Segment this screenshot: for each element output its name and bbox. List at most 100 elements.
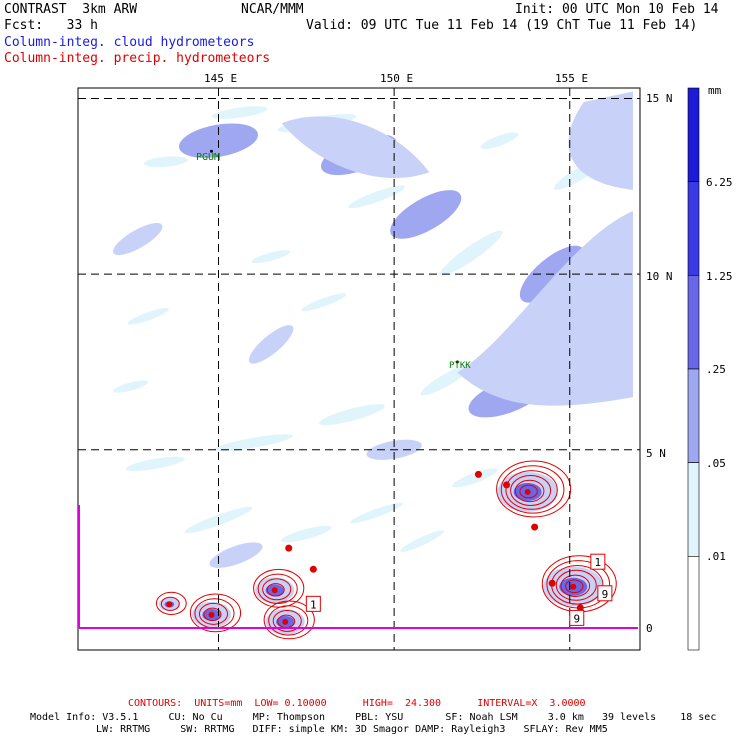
lat-tick-label: 10 N [646, 270, 673, 283]
valid-time: Valid: 09 UTC Tue 11 Feb 14 (19 ChT Tue … [306, 18, 698, 33]
colorbar-label: .01 [706, 550, 726, 563]
contour-info: CONTOURS: UNITS=mm LOW= 0.10000 HIGH= 24… [128, 698, 586, 709]
contour-label: 9 [573, 612, 580, 625]
cloud-region [390, 190, 462, 239]
precip-cell-dot [474, 470, 482, 478]
precip-cell-dot [548, 579, 556, 587]
precip-contour [560, 574, 591, 597]
cloud-wisp [113, 380, 149, 393]
cloud-mass [568, 91, 633, 190]
contour-label-box [305, 595, 321, 612]
contour-label-box [590, 553, 606, 570]
cloud-wisp [348, 185, 405, 209]
cloud-wisp [125, 456, 185, 472]
cloud-wisp [452, 468, 498, 488]
cloud-layer [113, 91, 633, 568]
contour-label-box [597, 585, 613, 602]
lat-lon-grid [78, 88, 640, 650]
colorbar-label: .05 [706, 457, 726, 470]
precip-contour [203, 607, 222, 622]
colorbar-label: 1.25 [706, 270, 733, 283]
model-info-line1: Model Info: V3.5.1 CU: No Cu MP: Thompso… [30, 712, 717, 723]
cloud-wisp [480, 132, 519, 149]
model-title: CONTRAST 3km ARW [4, 2, 138, 17]
cloud-mass [457, 210, 633, 406]
cloud-wisp [319, 404, 385, 426]
field2-label: Column-integ. precip. hydrometeors [4, 51, 271, 66]
precip-core [271, 587, 278, 594]
contour-label-layer: 1 1 9 9 [305, 553, 613, 626]
precip-cell-dot [531, 523, 539, 531]
model-info-line2: LW: RRTMG SW: RRTMG DIFF: simple KM: 3D … [96, 724, 608, 735]
precip-contour [272, 609, 302, 632]
lon-tick-label: 150 E [380, 72, 414, 85]
precip-contour [500, 465, 565, 514]
contour-label: 1 [595, 556, 602, 569]
precip-contour [510, 474, 552, 506]
colorbar-swatch [687, 462, 700, 557]
precip-contour [155, 591, 187, 615]
colorbar-swatch [687, 368, 700, 463]
contour-label: 1 [310, 598, 317, 611]
colorbar-label: .25 [706, 363, 726, 376]
precip-core [570, 583, 577, 590]
precip-core [524, 488, 531, 495]
cloud-wisp [440, 230, 503, 276]
precip-cell-dot [576, 604, 584, 612]
cloud-wisp [143, 156, 188, 168]
station-label-pgum: PGUM [196, 152, 221, 163]
station-label-ptkk: PTKK [449, 361, 471, 371]
colorbar-label: 6.25 [706, 176, 733, 189]
precip-contour [266, 583, 285, 597]
cloud-wisp [400, 530, 445, 552]
station-layer [209, 149, 459, 364]
cloud-region [209, 542, 263, 568]
precip-cell-dot [309, 565, 317, 573]
precip-contour [263, 600, 315, 640]
colorbar-swatch [687, 275, 700, 370]
cloud-region [113, 223, 163, 256]
precip-contour [198, 602, 229, 625]
lon-tick-label: 155 E [555, 72, 589, 85]
cloud-wisp [251, 250, 291, 264]
cloud-wisp [214, 434, 294, 452]
contour-label-box [569, 609, 585, 626]
colorbar [687, 87, 700, 651]
precip-contour [189, 593, 242, 633]
cloud-wisp [211, 106, 268, 119]
station-marker [209, 149, 213, 153]
cloud-wisp [281, 525, 332, 543]
precip-cell-dot [503, 481, 511, 489]
precip-contour [496, 460, 572, 518]
lon-tick-label: 145 E [204, 72, 238, 85]
colorbar-swatch [687, 87, 700, 182]
lat-tick-label: 15 N [646, 92, 673, 105]
cloud-wisp [350, 502, 403, 524]
precip-contour [160, 596, 180, 611]
cloud-wisp [301, 293, 347, 312]
precip-contour [268, 605, 309, 636]
precip-core [166, 601, 173, 608]
center-title: NCAR/MMM [241, 2, 304, 17]
field1-label: Column-integ. cloud hydrometeors [4, 35, 255, 50]
lat-tick-label: 0 [646, 622, 653, 635]
colorbar-swatch [687, 181, 700, 276]
colorbar-units: mm [708, 84, 722, 97]
cloud-mass [281, 116, 430, 179]
precip-contour [555, 569, 597, 601]
precip-contour [565, 579, 584, 594]
cloud-region [248, 325, 294, 364]
colorbar-swatch [687, 556, 700, 651]
cloud-wisp [127, 307, 169, 325]
contour-label: 9 [602, 588, 609, 601]
precip-contour [519, 484, 538, 499]
lat-tick-label: 5 N [646, 447, 666, 460]
init-time: Init: 00 UTC Mon 10 Feb 14 [515, 2, 719, 17]
precip-contour [514, 479, 545, 503]
precip-core [208, 611, 215, 618]
precip-cell-dot [285, 544, 293, 552]
map-frame [77, 87, 641, 651]
station-marker [455, 360, 459, 364]
precip-contour [505, 470, 558, 510]
